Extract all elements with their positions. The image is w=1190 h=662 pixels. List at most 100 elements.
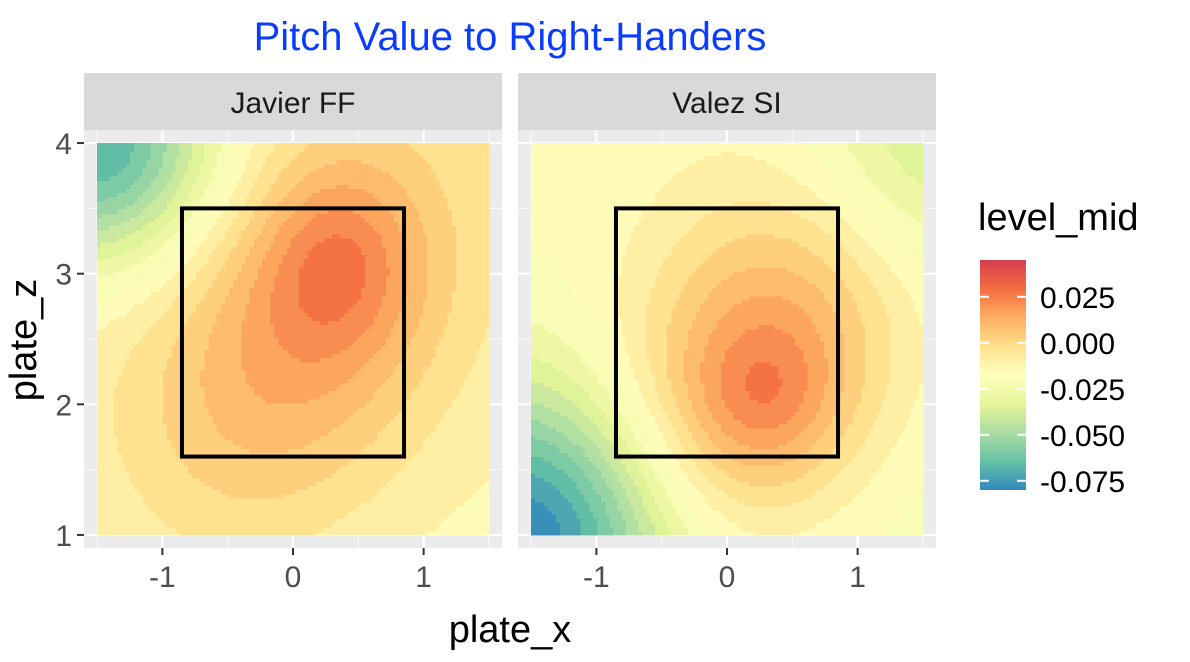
contour-cell [224, 357, 230, 363]
contour-cell [187, 192, 193, 198]
contour-cell [109, 151, 115, 157]
contour-cell [245, 407, 251, 412]
contour-cell [253, 217, 259, 223]
contour-cell [249, 217, 255, 223]
contour-cell [208, 308, 214, 313]
contour-cell [257, 448, 263, 454]
contour-cell [163, 332, 168, 338]
contour-cell [253, 283, 259, 289]
contour-cell [105, 295, 111, 301]
contour-cell [113, 320, 119, 326]
contour-cell [220, 299, 226, 305]
contour-cell [101, 250, 106, 256]
contour-cell [158, 497, 164, 503]
contour-cell [249, 324, 255, 330]
contour-cell [196, 143, 201, 148]
contour-cell [150, 349, 156, 355]
contour-cell [266, 159, 271, 165]
contour-cell [249, 398, 255, 404]
contour-cell [233, 196, 238, 202]
contour-cell [282, 287, 288, 293]
contour-cell [158, 159, 164, 165]
contour-cell [245, 514, 251, 520]
contour-cell [241, 188, 247, 194]
contour-cell [303, 361, 309, 367]
contour-cell [97, 242, 102, 247]
contour-cell [130, 246, 135, 251]
contour-cell [200, 481, 205, 487]
contour-cell [200, 250, 205, 256]
contour-cell [286, 526, 292, 532]
contour-cell [233, 213, 238, 218]
contour-cell [204, 448, 210, 454]
contour-cell [105, 171, 111, 177]
contour-cell [105, 254, 111, 260]
contour-cell [204, 328, 210, 334]
contour-cell [245, 308, 251, 313]
contour-cell [175, 159, 181, 165]
contour-cell [183, 435, 189, 441]
contour-cell [158, 209, 164, 214]
contour-cell [224, 229, 230, 235]
contour-cell [167, 353, 172, 359]
contour-cell [299, 213, 304, 218]
contour-cell [229, 423, 234, 429]
contour-cell [97, 167, 102, 173]
contour-cell [163, 506, 168, 511]
contour-cell [229, 435, 234, 441]
contour-cell [113, 353, 119, 359]
contour-cell [167, 481, 172, 487]
contour-cell [113, 493, 119, 499]
contour-cell [171, 501, 177, 507]
contour-cell [212, 411, 218, 416]
contour-cell [154, 489, 160, 495]
contour-cell [167, 365, 172, 371]
contour-cell [286, 324, 292, 330]
contour-cell [299, 407, 304, 412]
contour-cell [295, 456, 300, 462]
contour-cell [262, 171, 267, 177]
contour-cell [138, 431, 144, 437]
contour-cell [245, 444, 251, 449]
contour-cell [204, 258, 210, 264]
contour-cell [229, 196, 234, 202]
contour-cell [303, 221, 309, 227]
contour-cell [307, 357, 313, 363]
contour-cell [216, 440, 222, 445]
contour-cell [278, 530, 284, 536]
contour-cell [97, 452, 102, 458]
contour-cell [121, 188, 127, 194]
contour-cell [109, 266, 115, 272]
contour-cell [278, 357, 284, 363]
contour-cell [216, 485, 222, 491]
contour-cell [191, 324, 197, 330]
contour-cell [150, 448, 156, 454]
contour-cell [208, 369, 214, 375]
contour-cell [208, 221, 214, 227]
contour-cell [171, 283, 177, 289]
contour-cell [109, 155, 115, 161]
contour-cell [97, 332, 102, 338]
contour-cell [191, 510, 197, 515]
contour-cell [237, 192, 243, 198]
contour-cell [97, 287, 102, 293]
contour-cell [179, 456, 185, 462]
contour-cell [262, 394, 267, 400]
contour-cell [171, 308, 177, 313]
contour-cell [282, 180, 288, 185]
contour-cell [286, 357, 292, 363]
contour-cell [212, 518, 218, 524]
contour-cell [187, 180, 193, 185]
contour-cell [262, 448, 267, 454]
contour-cell [299, 316, 304, 322]
contour-cell [97, 262, 102, 268]
contour-cell [253, 221, 259, 227]
contour-cell [220, 221, 226, 227]
contour-cell [307, 407, 313, 412]
contour-cell [212, 192, 218, 198]
contour-cell [183, 394, 189, 400]
contour-cell [175, 435, 181, 441]
contour-cell [105, 382, 111, 388]
contour-cell [101, 394, 106, 400]
contour-cell [224, 444, 230, 449]
